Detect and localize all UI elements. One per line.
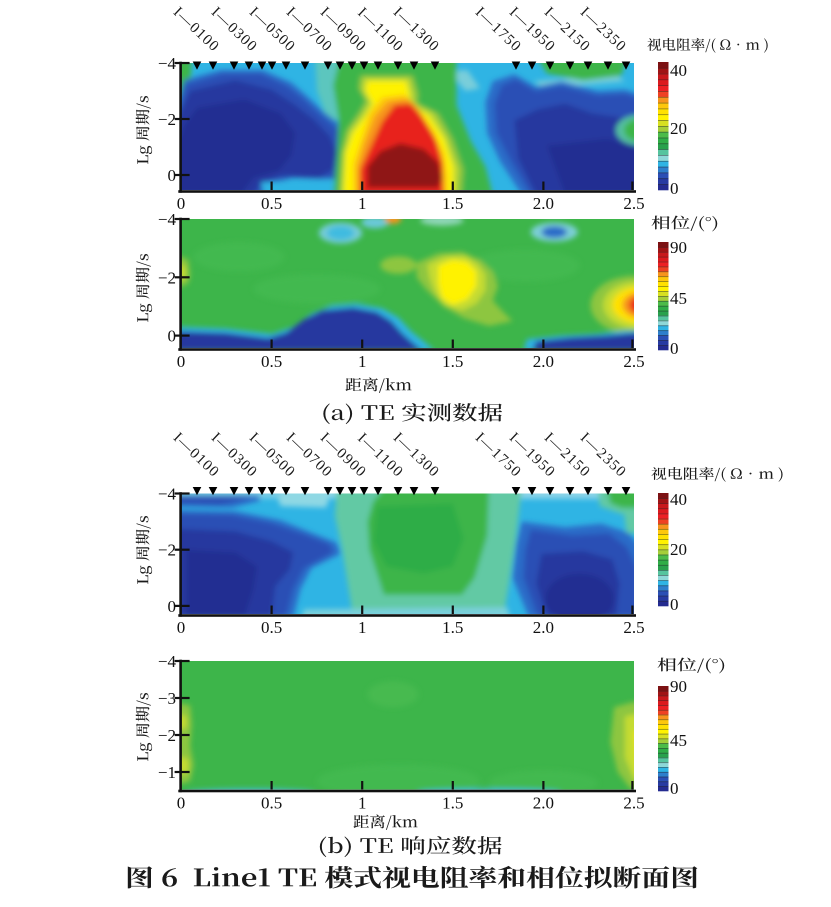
svg-text:1.5: 1.5 [442, 194, 463, 213]
svg-text:−1: −1 [158, 763, 176, 782]
svg-text:1.5: 1.5 [442, 794, 463, 813]
svg-text:0: 0 [670, 339, 679, 358]
svg-text:20: 20 [670, 119, 687, 138]
svg-text:0: 0 [168, 597, 177, 616]
svg-text:0.5: 0.5 [261, 352, 282, 371]
svg-text:0: 0 [177, 794, 186, 813]
svg-text:1: 1 [358, 194, 367, 213]
svg-text:0: 0 [670, 779, 679, 798]
svg-text:−2: −2 [158, 726, 176, 745]
svg-text:0: 0 [168, 166, 177, 185]
svg-text:1: 1 [358, 794, 367, 813]
svg-text:90: 90 [670, 238, 687, 257]
svg-text:0: 0 [177, 194, 186, 213]
svg-text:90: 90 [670, 677, 687, 696]
svg-text:2.5: 2.5 [623, 194, 644, 213]
svg-text:2.0: 2.0 [533, 618, 554, 637]
svg-text:2.5: 2.5 [623, 618, 644, 637]
svg-text:0: 0 [177, 618, 186, 637]
svg-text:−4: −4 [158, 652, 177, 671]
svg-text:−2: −2 [158, 268, 176, 287]
svg-text:−4: −4 [158, 210, 177, 229]
svg-text:0: 0 [670, 595, 679, 614]
svg-text:−2: −2 [158, 541, 176, 560]
svg-text:−4: −4 [158, 54, 177, 73]
svg-text:0: 0 [177, 352, 186, 371]
svg-text:40: 40 [670, 490, 687, 509]
svg-text:45: 45 [670, 731, 687, 750]
svg-text:2.0: 2.0 [533, 194, 554, 213]
svg-text:0.5: 0.5 [261, 194, 282, 213]
svg-text:−4: −4 [158, 485, 177, 504]
svg-text:0: 0 [168, 327, 177, 346]
svg-text:2.5: 2.5 [623, 352, 644, 371]
svg-text:45: 45 [670, 289, 687, 308]
svg-text:20: 20 [670, 540, 687, 559]
svg-text:0.5: 0.5 [261, 794, 282, 813]
svg-text:−2: −2 [158, 110, 176, 129]
svg-text:−3: −3 [158, 689, 176, 708]
svg-text:2.5: 2.5 [623, 794, 644, 813]
svg-text:1.5: 1.5 [442, 618, 463, 637]
svg-text:1.5: 1.5 [442, 352, 463, 371]
svg-text:1: 1 [358, 352, 367, 371]
svg-text:2.0: 2.0 [533, 794, 554, 813]
svg-text:40: 40 [670, 61, 687, 80]
svg-text:1: 1 [358, 618, 367, 637]
svg-text:2.0: 2.0 [533, 352, 554, 371]
svg-text:0.5: 0.5 [261, 618, 282, 637]
svg-text:0: 0 [670, 179, 679, 198]
